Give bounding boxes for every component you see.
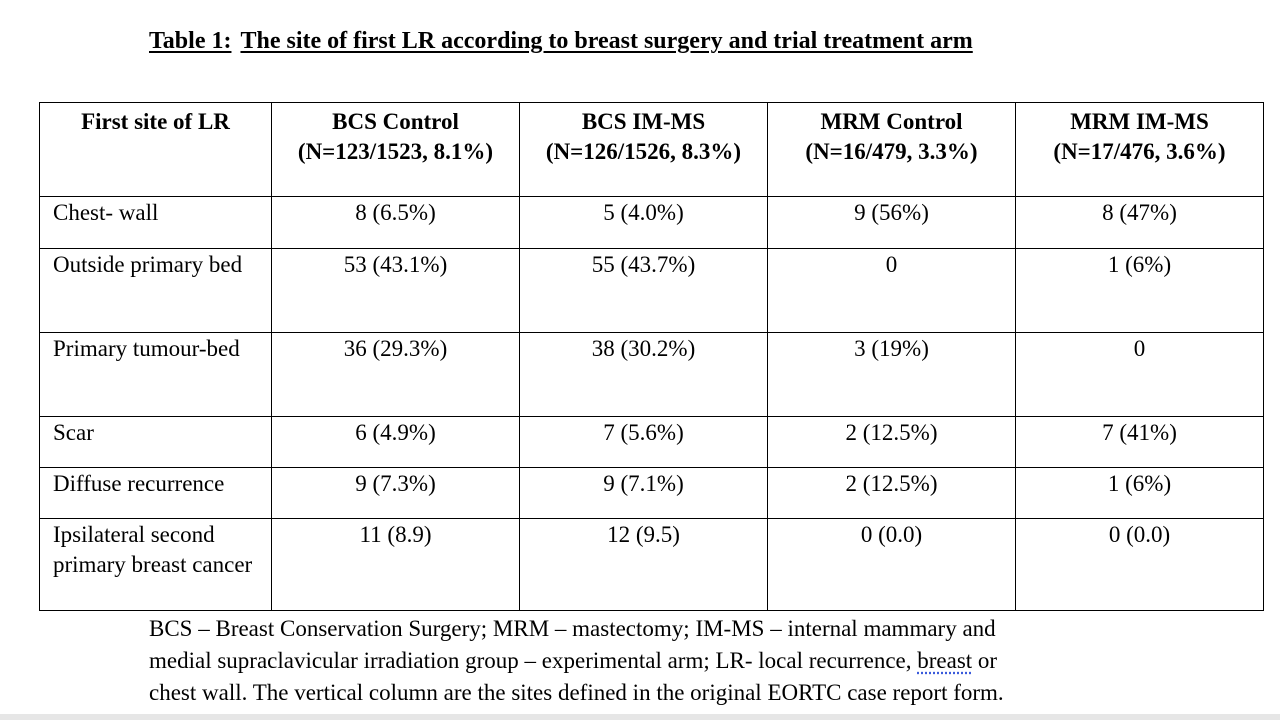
value-cell: 8 (47%) xyxy=(1015,196,1264,249)
table-row: Ipsilateral second primary breast cancer… xyxy=(39,518,1264,611)
value-cell: 9 (7.3%) xyxy=(271,467,520,519)
value-cell: 12 (9.5) xyxy=(519,518,768,611)
value-cell: 2 (12.5%) xyxy=(767,467,1016,519)
site-cell: Scar xyxy=(39,416,272,468)
value-cell: 0 (0.0) xyxy=(1015,518,1264,611)
header-bcs-im-ms: BCS IM-MS (N=126/1526, 8.3%) xyxy=(519,102,768,197)
table-row: Chest- wall 8 (6.5%) 5 (4.0%) 9 (56%) 8 … xyxy=(39,196,1264,249)
value-cell: 7 (41%) xyxy=(1015,416,1264,468)
site-cell: Diffuse recurrence xyxy=(39,467,272,519)
value-cell: 1 (6%) xyxy=(1015,248,1264,333)
value-cell: 1 (6%) xyxy=(1015,467,1264,519)
value-cell: 0 (0.0) xyxy=(767,518,1016,611)
value-cell: 2 (12.5%) xyxy=(767,416,1016,468)
value-cell: 9 (56%) xyxy=(767,196,1016,249)
value-cell: 38 (30.2%) xyxy=(519,332,768,417)
site-cell: Chest- wall xyxy=(39,196,272,249)
spellcheck-word: breast xyxy=(917,648,973,673)
header-mrm-control: MRM Control (N=16/479, 3.3%) xyxy=(767,102,1016,197)
site-cell: Outside primary bed xyxy=(39,248,272,333)
value-cell: 0 xyxy=(767,248,1016,333)
site-cell: Ipsilateral second primary breast cancer xyxy=(39,518,272,611)
table-footnote: BCS – Breast Conservation Surgery; MRM –… xyxy=(149,613,1149,709)
value-cell: 6 (4.9%) xyxy=(271,416,520,468)
value-cell: 0 xyxy=(1015,332,1264,417)
value-cell: 7 (5.6%) xyxy=(519,416,768,468)
table-row: Diffuse recurrence 9 (7.3%) 9 (7.1%) 2 (… xyxy=(39,467,1264,519)
value-cell: 11 (8.9) xyxy=(271,518,520,611)
table-title-text: The site of first LR according to breast… xyxy=(240,28,973,54)
value-cell: 8 (6.5%) xyxy=(271,196,520,249)
header-first-site: First site of LR xyxy=(39,102,272,197)
footnote-line: BCS – Breast Conservation Surgery; MRM –… xyxy=(149,616,996,641)
value-cell: 36 (29.3%) xyxy=(271,332,520,417)
value-cell: 3 (19%) xyxy=(767,332,1016,417)
site-cell: Primary tumour-bed xyxy=(39,332,272,417)
value-cell: 9 (7.1%) xyxy=(519,467,768,519)
value-cell: 53 (43.1%) xyxy=(271,248,520,333)
table-row: Scar 6 (4.9%) 7 (5.6%) 2 (12.5%) 7 (41%) xyxy=(39,416,1264,468)
footnote-line: chest wall. The vertical column are the … xyxy=(149,680,1004,705)
value-cell: 55 (43.7%) xyxy=(519,248,768,333)
table-row: Outside primary bed 53 (43.1%) 55 (43.7%… xyxy=(39,248,1264,333)
footnote-line: medial supraclavicular irradiation group… xyxy=(149,648,998,673)
page-bottom-edge xyxy=(0,714,1280,720)
lr-site-table: First site of LR BCS Control (N=123/1523… xyxy=(39,102,1264,611)
table-title-label: Table 1: xyxy=(149,28,232,54)
value-cell: 5 (4.0%) xyxy=(519,196,768,249)
header-row: First site of LR BCS Control (N=123/1523… xyxy=(39,102,1264,197)
table-row: Primary tumour-bed 36 (29.3%) 38 (30.2%)… xyxy=(39,332,1264,417)
header-mrm-im-ms: MRM IM-MS (N=17/476, 3.6%) xyxy=(1015,102,1264,197)
header-bcs-control: BCS Control (N=123/1523, 8.1%) xyxy=(271,102,520,197)
table-title: Table 1: The site of first LR according t… xyxy=(149,26,973,56)
